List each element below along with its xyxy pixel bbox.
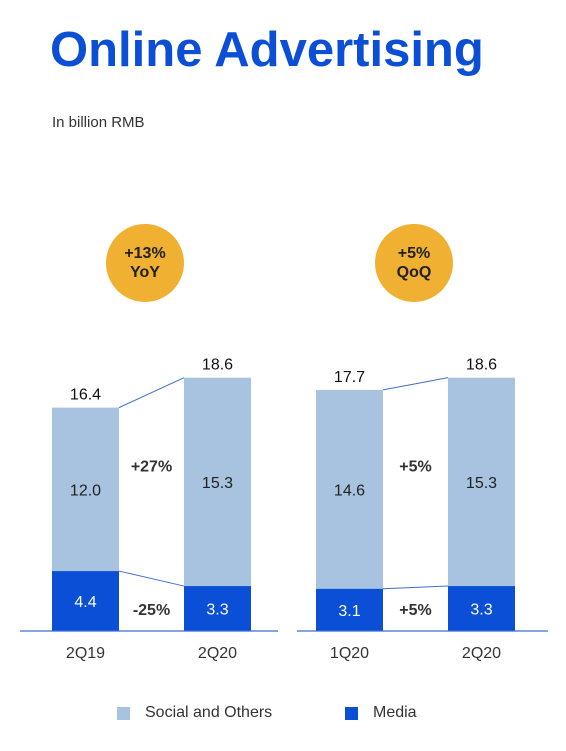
bar-media-1q20-p2	[316, 588, 383, 631]
x-tick-2q19-p1: 2Q19	[66, 645, 105, 662]
label-total-2q19-p1: 16.4	[70, 387, 101, 404]
label-media-2q19-p1: 4.4	[74, 594, 96, 611]
label-total-2q20-p1: 18.6	[202, 357, 233, 374]
legend-item-social: Social and Others	[117, 704, 272, 722]
bar-media-2q20-p1	[184, 586, 251, 631]
label-media-1q20-p2: 3.1	[338, 603, 360, 620]
legend-swatch-media	[345, 706, 358, 720]
legend-label-media: Media	[373, 704, 417, 721]
change-social-2q19-2q20: +27%	[131, 459, 172, 476]
label-social-2q20-p1: 15.3	[202, 475, 233, 492]
bar-media-2q20-p2	[448, 586, 515, 631]
badge-change-1q20-2q20: +5%	[398, 245, 430, 262]
label-social-2q20-p2: 15.3	[466, 475, 497, 492]
connector-top-2q19-2q20	[118, 377, 185, 409]
change-social-1q20-2q20: +5%	[399, 459, 431, 476]
badge-circle-2q19-2q20	[106, 224, 184, 302]
change-media-2q19-2q20: -25%	[133, 602, 170, 619]
connector-media-2q19-2q20	[118, 570, 185, 587]
label-media-2q20-p1: 3.3	[206, 602, 228, 619]
legend-label-social: Social and Others	[145, 704, 273, 721]
label-social-1q20-p2: 14.6	[334, 482, 365, 499]
unit-subtitle: In billion RMB	[52, 114, 145, 131]
label-total-1q20-p2: 17.7	[334, 369, 365, 386]
badge-change-2q19-2q20: +13%	[124, 245, 165, 262]
label-media-2q20-p2: 3.3	[470, 602, 492, 619]
advertising-charts: 12.0 4.4 16.4 2Q19 15.3 3.3 18.6 2Q20 +27% -25% +1…	[20, 224, 548, 662]
bar-social-2q20-p1	[184, 377, 251, 587]
connector-top-1q20-2q20	[382, 377, 449, 391]
badge-period-1q20-2q20: QoQ	[397, 264, 432, 281]
bar-media-2q19-p1	[52, 571, 119, 631]
label-social-2q19-p1: 12.0	[70, 482, 101, 499]
connector-media-1q20-2q20	[382, 585, 449, 590]
page-title: Online Advertising	[50, 23, 484, 77]
legend-item-media: Media	[345, 704, 417, 722]
change-media-1q20-2q20: +5%	[399, 602, 431, 619]
x-tick-2q20-p1: 2Q20	[198, 645, 237, 662]
label-total-2q20-p2: 18.6	[466, 357, 497, 374]
bar-social-2q19-p1	[52, 407, 119, 572]
chart-legend: Social and Others Media	[0, 704, 566, 724]
badge-period-2q19-2q20: YoY	[130, 264, 160, 281]
x-tick-2q20-p2: 2Q20	[462, 645, 501, 662]
legend-swatch-social	[117, 706, 130, 720]
bar-social-1q20-p2	[316, 389, 383, 589]
badge-circle-1q20-2q20	[375, 224, 453, 302]
bar-social-2q20-p2	[448, 377, 515, 587]
x-tick-1q20-p2: 1Q20	[330, 645, 369, 662]
